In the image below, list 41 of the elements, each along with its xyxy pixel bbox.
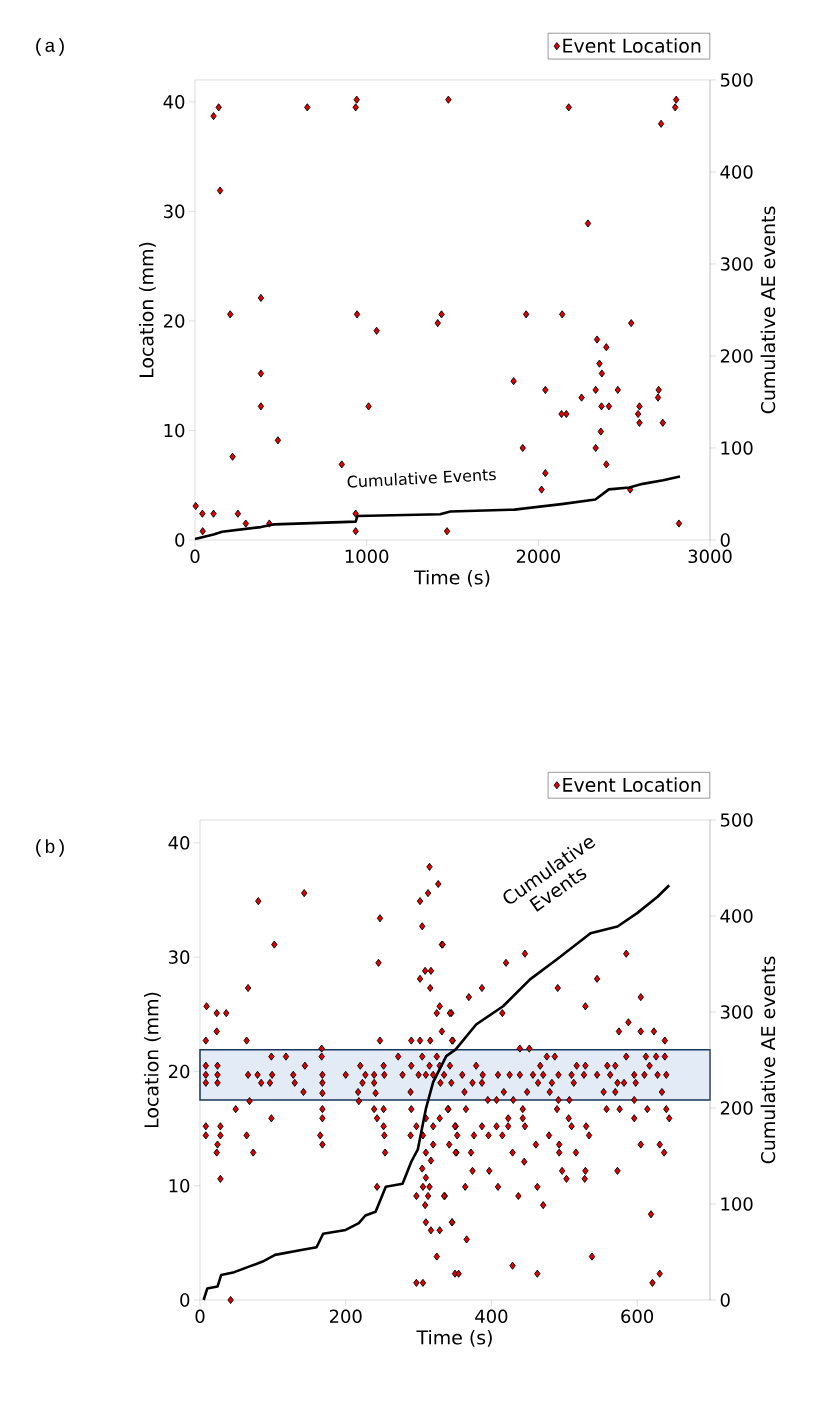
y2-tick-label: 0 [720, 533, 730, 547]
y2-tick-label: 500 [720, 73, 753, 87]
x-tick-label: 0 [190, 549, 200, 564]
y-tick-label: 30 [169, 950, 190, 964]
x-tick-label: 1000 [345, 549, 389, 564]
y2-tick-label: 0 [720, 1293, 730, 1307]
y-tick-label: 10 [164, 423, 185, 438]
x-axis-title: Time (s) [416, 1329, 492, 1347]
y-axis-title: Location (mm) [138, 242, 156, 377]
x-tick-label: 0 [195, 1309, 205, 1324]
y2-tick-label: 100 [721, 1197, 753, 1211]
y-tick-label: 20 [163, 314, 185, 328]
y-tick-label: 30 [164, 204, 185, 219]
y-tick-label: 10 [169, 1178, 190, 1193]
legend-label: Event Location [563, 38, 701, 53]
x-tick-label: 600 [621, 1309, 654, 1324]
y2-tick-label: 100 [721, 441, 753, 455]
legend-label: Event Location [563, 777, 701, 792]
y-tick-label: 20 [168, 1064, 190, 1079]
y2-tick-label: 200 [720, 349, 753, 363]
y-tick-label: 40 [163, 95, 185, 109]
y2-tick-label: 500 [720, 813, 753, 827]
x-tick-label: 3000 [688, 549, 732, 564]
y-tick-label: 0 [175, 533, 185, 547]
y-tick-label: 40 [168, 836, 190, 850]
text: (a) [36, 38, 64, 56]
y-tick-label: 0 [180, 1293, 190, 1307]
x-axis-title: Time (s) [413, 569, 490, 587]
x-tick-label: 2000 [516, 549, 560, 564]
y2-tick-label: 300 [720, 257, 753, 271]
y2-tick-label: 300 [720, 1005, 753, 1019]
series-label: Cumulative Events [347, 469, 496, 488]
x-tick-label: 200 [329, 1309, 362, 1324]
y2-axis-title: Cumulative AE events [760, 206, 776, 414]
x-tick-label: 400 [475, 1309, 508, 1324]
y-axis-title: Location (mm) [143, 992, 161, 1127]
y2-tick-label: 400 [720, 909, 753, 923]
y2-axis-title: Cumulative AE events [760, 956, 776, 1164]
text: (b) [36, 839, 64, 857]
y2-tick-label: 400 [720, 165, 753, 179]
y2-tick-label: 200 [720, 1101, 753, 1115]
